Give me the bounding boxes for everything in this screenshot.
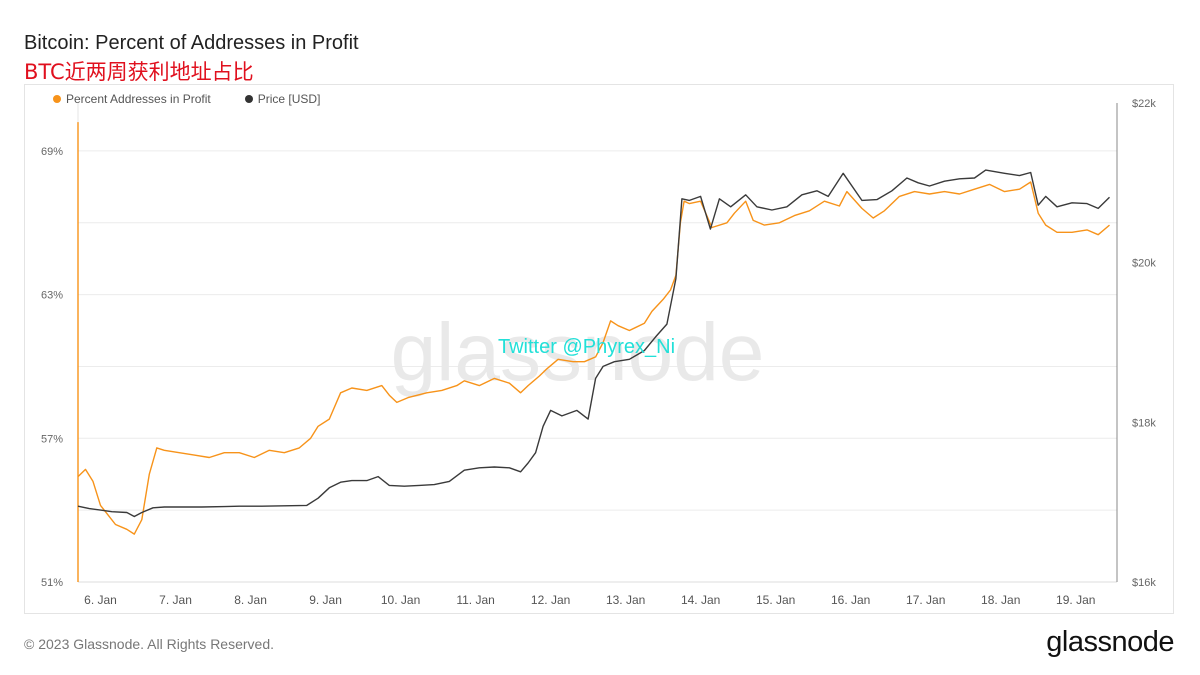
- x-tick-label: 11. Jan: [456, 593, 494, 607]
- x-tick-label: 19. Jan: [1056, 593, 1095, 607]
- x-tick-label: 16. Jan: [831, 593, 870, 607]
- legend-dot-price: [244, 95, 253, 103]
- copyright-text: © 2023 Glassnode. All Rights Reserved.: [24, 636, 275, 652]
- brand-logo[interactable]: glassnode: [1046, 626, 1174, 658]
- watermark-logo: glassnode: [391, 307, 765, 398]
- chart-svg[interactable]: glassnode 51% 57% 63% 69% $16k $18k $20k $22k 6. …: [25, 85, 1175, 615]
- series-line-profit: [77, 181, 1110, 535]
- x-tick-label: 18. Jan: [981, 593, 1020, 607]
- legend-label-profit: Percent Addresses in Profit: [66, 92, 211, 106]
- y-left-tick-label: 63%: [41, 290, 63, 302]
- y-right-tick-label: $22k: [1132, 98, 1156, 110]
- x-tick-label: 6. Jan: [84, 593, 117, 607]
- y-left-tick-label: 57%: [41, 433, 63, 445]
- y-left-tick-label: 51%: [41, 577, 63, 589]
- chart-subtitle: BTC近两周获利地址占比: [24, 60, 254, 84]
- y-right-tick-label: $18k: [1132, 417, 1156, 429]
- overlay-watermark-text: Twitter @Phyrex_Ni: [498, 336, 675, 358]
- y-left-tick-label: 69%: [41, 146, 63, 158]
- legend-dot-profit: [53, 95, 61, 103]
- x-tick-label: 13. Jan: [606, 593, 645, 607]
- legend: Percent Addresses in Profit Price [USD]: [53, 92, 320, 106]
- y-right-tick-label: $20k: [1132, 258, 1156, 270]
- x-tick-label: 15. Jan: [756, 593, 795, 607]
- legend-label-price: Price [USD]: [257, 92, 321, 106]
- y-right-tick-label: $16k: [1132, 577, 1156, 589]
- chart-panel: glassnode 51% 57% 63% 69% $16k $18k $20k $22k 6. …: [24, 84, 1174, 614]
- x-tick-label: 12. Jan: [531, 593, 570, 607]
- series-line-price: [77, 169, 1110, 518]
- x-tick-label: 8. Jan: [234, 593, 267, 607]
- x-tick-label: 9. Jan: [309, 593, 342, 607]
- legend-item-profit[interactable]: Percent Addresses in Profit: [53, 92, 211, 106]
- x-tick-label: 10. Jan: [381, 593, 420, 607]
- chart-title: Bitcoin: Percent of Addresses in Profit: [24, 32, 359, 54]
- x-tick-label: 7. Jan: [159, 593, 192, 607]
- x-tick-label: 17. Jan: [906, 593, 945, 607]
- x-tick-label: 14. Jan: [681, 593, 720, 607]
- legend-item-price[interactable]: Price [USD]: [244, 92, 321, 106]
